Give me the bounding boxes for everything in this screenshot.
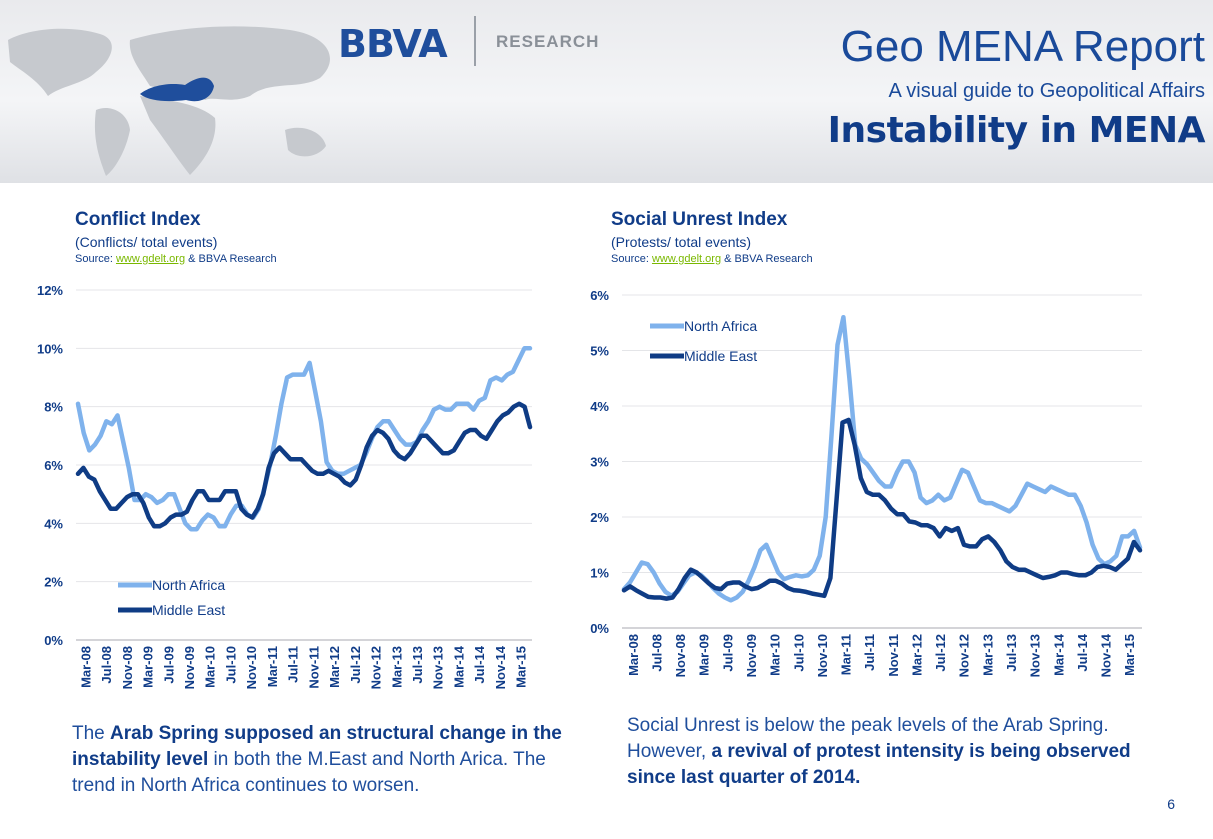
chart1-legend-label: North Africa [152,577,225,593]
chart1-y-tick-label: 10% [37,341,63,356]
chart1-x-tick-label: Mar-08 [78,646,93,688]
logo-divider [474,16,476,66]
chart1-x-tick-label: Jul-09 [161,646,176,684]
chart1-y-tick-label: 0% [44,633,63,648]
chart1-x-tick-label: Mar-09 [141,646,156,688]
chart2-x-tick-label: Nov-09 [744,634,759,677]
chart2-x-tick-label: Jul-13 [1004,634,1019,672]
section-title: Instability in MENA [827,110,1206,151]
chart1-y-tick-label: 8% [44,400,63,415]
page-number: 6 [1167,796,1175,812]
note-emphasis: a revival of protest intensity is being … [627,741,1131,788]
chart1-y-tick-label: 2% [44,575,63,590]
mena-region-highlight [140,77,214,102]
chart2-x-tick-label: Mar-14 [1051,633,1066,676]
research-label: RESEARCH [496,32,600,51]
chart2-x-tick-label: Mar-08 [626,634,641,676]
chart2-x-tick-label: Jul-09 [720,634,735,672]
chart2-subtitle: (Protests/ total events) [611,234,752,250]
chart1-x-tick-label: Jul-14 [472,645,487,683]
chart1-x-tick-label: Jul-08 [99,646,114,684]
report-subtitle: A visual guide to Geopolitical Affairs [888,80,1205,102]
chart2-x-tick-label: Mar-09 [697,634,712,676]
chart2-x-tick-label: Nov-11 [886,634,901,677]
chart1-x-tick-label: Jul-11 [286,646,301,683]
source-suffix: & BBVA Research [185,253,277,265]
chart1-x-tick-label: Jul-10 [223,646,238,684]
chart1-x-tick-label: Jul-13 [410,646,425,684]
chart1-y-tick-label: 12% [37,283,63,298]
chart2-y-tick-label: 6% [590,288,609,303]
chart2-y-tick-label: 4% [590,399,609,414]
conflict-note: The Arab Spring supposed an structural c… [72,721,592,799]
source-link[interactable]: www.gdelt.org [651,253,722,265]
chart1-source: Source: www.gdelt.org & BBVA Research [75,253,277,265]
chart2-x-tick-label: Jul-10 [791,634,806,672]
chart2-y-tick-label: 0% [590,621,609,636]
source-prefix: Source: [611,253,652,265]
chart2-series-line-north-africa [621,314,1143,603]
chart1-x-tick-label: Nov-08 [120,646,135,689]
note-text: in both the M.East and North Arica. The … [72,749,546,796]
chart2-title: Social Unrest Index [611,209,788,230]
chart2-x-tick-label: Mar-15 [1122,634,1137,676]
source-link[interactable]: www.gdelt.org [115,253,186,265]
chart1-x-tick-label: Nov-13 [431,646,446,689]
note-emphasis: Arab Spring supposed an structural chang… [72,723,562,770]
chart2-y-tick-label: 3% [590,455,609,470]
unrest-note: Social Unrest is below the peak levels o… [627,713,1147,791]
source-suffix: & BBVA Research [721,253,813,265]
chart1-x-tick-label: Mar-10 [203,646,218,688]
bbva-logo: BBVA [338,22,448,66]
chart1-x-tick-label: Nov-10 [244,646,259,689]
chart2-x-tick-label: Jul-14 [1075,633,1090,671]
chart2-x-tick-label: Jul-08 [649,634,664,672]
chart1-x-tick-label: Nov-12 [369,646,384,689]
chart1-x-tick-label: Nov-09 [182,646,197,689]
chart1-x-tick-label: Mar-13 [389,646,404,688]
chart2-x-tick-label: Mar-12 [909,634,924,676]
chart2-x-tick-label: Mar-10 [768,634,783,676]
chart2-y-tick-label: 5% [590,344,609,359]
chart1-x-tick-label: Mar-14 [451,645,466,688]
chart1-x-tick-label: Jul-12 [348,646,363,684]
chart1-x-tick-label: Mar-12 [327,646,342,688]
chart2-x-tick-label: Nov-08 [673,634,688,677]
chart2-source: Source: www.gdelt.org & BBVA Research [611,253,813,265]
chart1-legend-label: Middle East [152,602,225,618]
chart2-legend-label: North Africa [684,318,757,334]
chart2-x-tick-label: Mar-13 [980,634,995,676]
note-text: Social Unrest is below the peak levels o… [627,715,1109,762]
chart1-x-tick-label: Nov-11 [306,646,321,689]
chart2-x-tick-label: Nov-10 [815,634,830,677]
chart2-series-line-middle-east [621,417,1143,601]
chart1-y-tick-label: 6% [44,458,63,473]
world-map-graphic [8,26,330,176]
chart1-series-line-middle-east [75,401,533,529]
chart2-x-tick-label: Nov-14 [1099,633,1114,677]
chart1-subtitle: (Conflicts/ total events) [75,234,218,250]
chart1-x-tick-label: Mar-15 [514,646,529,688]
chart2-x-tick-label: Jul-12 [933,634,948,672]
report-title: Geo MENA Report [840,22,1205,71]
chart2-y-tick-label: 1% [590,566,609,581]
source-prefix: Source: [75,253,116,265]
chart2-x-tick-label: Jul-11 [862,634,877,671]
header-banner: BBVA RESEARCH Geo MENA Report A visual g… [0,0,1213,183]
chart2-y-tick-label: 2% [590,510,609,525]
chart1-x-tick-label: Nov-14 [493,645,508,689]
chart1-x-tick-label: Mar-11 [265,646,280,687]
chart2-legend-label: Middle East [684,348,757,364]
chart1-series-line-north-africa [75,346,533,532]
note-text: The [72,723,111,744]
chart2-x-tick-label: Mar-11 [839,634,854,675]
chart2-x-tick-label: Nov-13 [1028,634,1043,677]
chart2-x-tick-label: Nov-12 [957,634,972,677]
chart1-title: Conflict Index [75,209,201,230]
chart1-y-tick-label: 4% [44,516,63,531]
